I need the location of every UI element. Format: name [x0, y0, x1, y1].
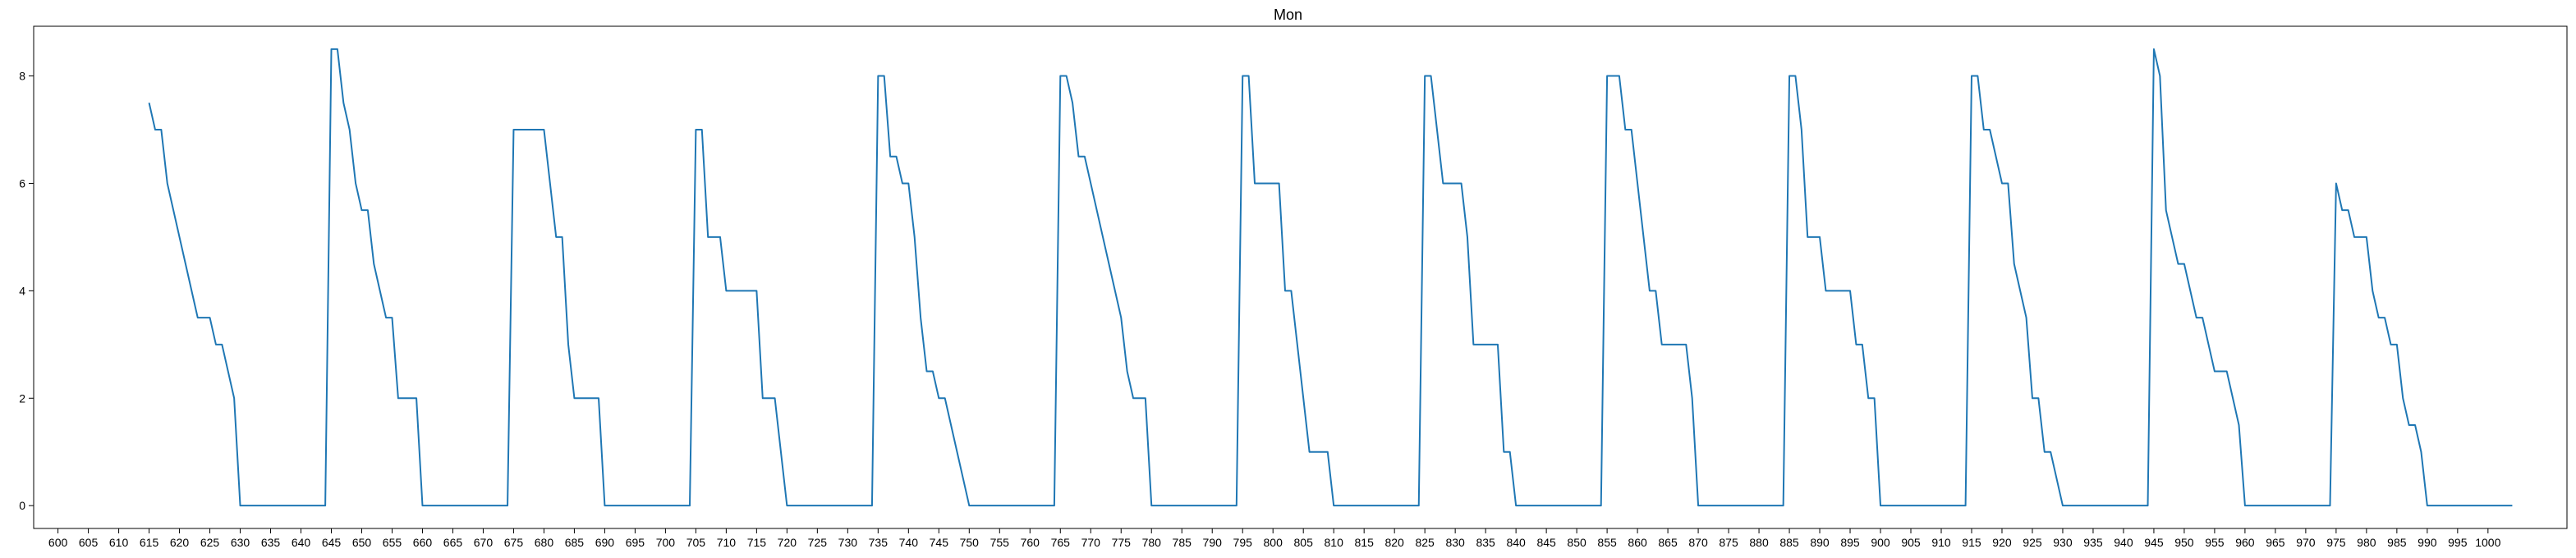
x-tick-label: 1000	[2475, 536, 2500, 549]
x-tick-label: 630	[231, 536, 250, 549]
x-tick-label: 745	[930, 536, 949, 549]
x-tick-label: 660	[413, 536, 433, 549]
x-tick-label: 605	[79, 536, 99, 549]
y-tick-label: 2	[19, 391, 25, 405]
x-tick-label: 925	[2023, 536, 2042, 549]
x-tick-label: 680	[535, 536, 554, 549]
chart-title: Mon	[1274, 7, 1302, 23]
x-tick-label: 700	[656, 536, 676, 549]
x-tick-label: 755	[990, 536, 1010, 549]
x-tick-label: 870	[1688, 536, 1708, 549]
x-tick-label: 830	[1445, 536, 1465, 549]
x-tick-label: 615	[140, 536, 159, 549]
y-tick-label: 6	[19, 176, 25, 190]
x-tick-label: 690	[595, 536, 615, 549]
x-tick-label: 985	[2387, 536, 2407, 549]
x-tick-label: 920	[1992, 536, 2012, 549]
x-tick-label: 770	[1081, 536, 1101, 549]
x-tick-label: 635	[261, 536, 281, 549]
x-tick-label: 855	[1597, 536, 1617, 549]
x-tick-label: 675	[504, 536, 524, 549]
x-tick-label: 685	[565, 536, 585, 549]
x-tick-label: 665	[443, 536, 463, 549]
x-tick-label: 655	[383, 536, 402, 549]
x-tick-label: 990	[2418, 536, 2437, 549]
x-tick-label: 735	[869, 536, 889, 549]
x-tick-label: 935	[2083, 536, 2103, 549]
x-tick-label: 610	[109, 536, 129, 549]
x-tick-label: 620	[170, 536, 190, 549]
x-tick-label: 750	[960, 536, 980, 549]
x-tick-label: 695	[626, 536, 645, 549]
x-tick-label: 835	[1476, 536, 1495, 549]
x-tick-label: 940	[2114, 536, 2133, 549]
x-tick-label: 910	[1931, 536, 1951, 549]
x-tick-label: 760	[1021, 536, 1040, 549]
x-tick-label: 885	[1779, 536, 1799, 549]
x-tick-label: 900	[1871, 536, 1890, 549]
x-tick-label: 805	[1294, 536, 1314, 549]
x-tick-label: 895	[1840, 536, 1860, 549]
x-tick-label: 950	[2174, 536, 2194, 549]
x-tick-label: 725	[808, 536, 828, 549]
x-tick-label: 840	[1506, 536, 1526, 549]
series-line	[148, 48, 2513, 507]
x-tick-label: 715	[747, 536, 767, 549]
x-tick-label: 785	[1173, 536, 1192, 549]
y-axis: 0 2 4 6 8	[19, 70, 34, 512]
x-tick-label: 825	[1415, 536, 1435, 549]
x-tick-label: 780	[1142, 536, 1162, 549]
x-tick-label: 790	[1203, 536, 1223, 549]
x-tick-label: 905	[1901, 536, 1921, 549]
x-tick-label: 625	[200, 536, 220, 549]
x-tick-label: 890	[1810, 536, 1830, 549]
x-tick-label: 740	[899, 536, 919, 549]
x-tick-label: 945	[2144, 536, 2164, 549]
x-tick-label: 815	[1355, 536, 1375, 549]
x-tick-label: 765	[1051, 536, 1071, 549]
x-tick-label: 860	[1628, 536, 1647, 549]
x-tick-label: 720	[778, 536, 797, 549]
x-tick-label: 915	[1962, 536, 1981, 549]
x-tick-label: 810	[1325, 536, 1344, 549]
x-tick-label: 875	[1719, 536, 1738, 549]
x-tick-label: 820	[1384, 536, 1404, 549]
x-tick-label: 995	[2448, 536, 2468, 549]
plot-area-frame	[33, 25, 2568, 529]
x-tick-label: 705	[686, 536, 706, 549]
x-tick-label: 795	[1233, 536, 1253, 549]
x-tick-label: 800	[1264, 536, 1283, 549]
x-tick-label: 640	[292, 536, 311, 549]
series-layer	[148, 48, 2513, 507]
y-tick-label: 0	[19, 499, 25, 512]
x-tick-label: 965	[2266, 536, 2285, 549]
x-axis: 600 605 610 615 620 625 630 635 640 645 650 655 660 6…	[48, 528, 2501, 549]
x-tick-label: 775	[1112, 536, 1132, 549]
x-tick-label: 600	[48, 536, 68, 549]
x-tick-label: 975	[2326, 536, 2346, 549]
y-tick-label: 8	[19, 70, 25, 83]
x-tick-label: 960	[2235, 536, 2255, 549]
x-tick-label: 880	[1749, 536, 1769, 549]
x-tick-label: 930	[2053, 536, 2073, 549]
x-tick-label: 980	[2357, 536, 2376, 549]
x-tick-label: 670	[474, 536, 494, 549]
x-tick-label: 845	[1536, 536, 1556, 549]
x-tick-label: 710	[717, 536, 737, 549]
x-tick-label: 650	[352, 536, 372, 549]
x-tick-label: 730	[838, 536, 858, 549]
x-tick-label: 850	[1567, 536, 1586, 549]
y-tick-label: 4	[19, 284, 25, 297]
x-tick-label: 865	[1658, 536, 1678, 549]
x-tick-label: 970	[2296, 536, 2316, 549]
x-tick-label: 645	[322, 536, 342, 549]
x-tick-label: 955	[2205, 536, 2225, 549]
